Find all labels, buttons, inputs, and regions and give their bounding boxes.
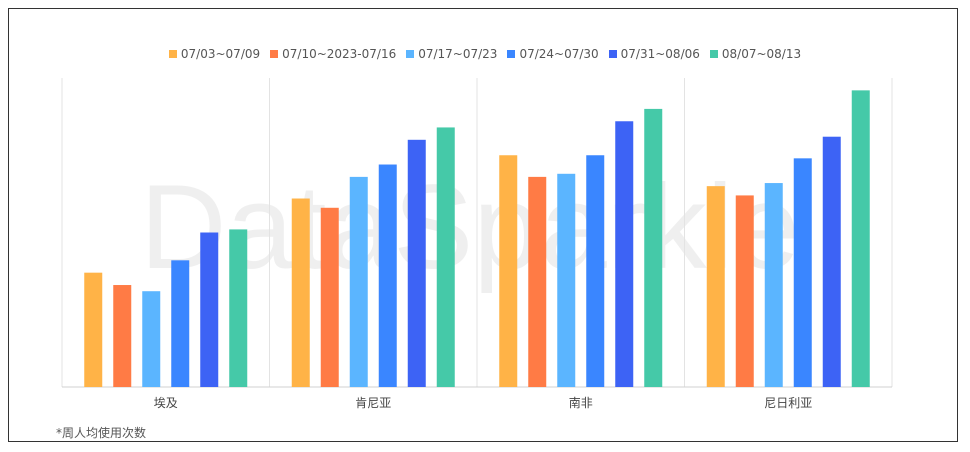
legend-item[interactable]: 07/31~08/06 (608, 47, 700, 61)
bar[interactable] (200, 232, 219, 388)
bar[interactable] (499, 155, 518, 387)
legend-label: 07/31~08/06 (620, 47, 700, 61)
bar[interactable] (851, 90, 870, 388)
legend-swatch (168, 50, 177, 58)
bar[interactable] (84, 272, 103, 387)
x-tick-label: 尼日利亚 (764, 396, 812, 410)
legend-label: 07/24~07/30 (519, 47, 599, 61)
legend-swatch (507, 50, 516, 58)
legend-swatch (709, 50, 718, 58)
bar[interactable] (378, 164, 397, 387)
bar[interactable] (764, 183, 783, 387)
legend-item[interactable]: 07/17~07/23 (406, 47, 497, 61)
legend-label: 07/10~2023-07/16 (282, 47, 397, 61)
bar[interactable] (142, 291, 161, 387)
x-tick-label: 南非 (569, 395, 593, 410)
legend-label: 08/07~08/13 (721, 47, 802, 61)
bar[interactable] (349, 176, 368, 387)
legend-item[interactable]: 08/07~08/13 (709, 47, 802, 61)
chart-legend: 07/03~07/09 07/10~2023-07/16 07/17~07/23… (0, 45, 970, 63)
bar[interactable] (557, 173, 576, 387)
legend-item[interactable]: 07/10~2023-07/16 (270, 47, 396, 61)
x-tick-label: 肯尼亚 (355, 396, 391, 410)
bar[interactable] (436, 127, 455, 387)
bar[interactable] (706, 186, 725, 387)
watermark: DataSparkle (140, 160, 800, 294)
legend-label: 07/03~07/09 (180, 47, 261, 61)
legend-item[interactable]: 07/03~07/09 (168, 47, 261, 61)
bar[interactable] (407, 139, 426, 387)
bar[interactable] (528, 176, 547, 387)
legend-swatch (406, 50, 415, 58)
footnote: *周人均使用次数 (56, 426, 147, 440)
bar[interactable] (320, 207, 339, 387)
bar[interactable] (793, 158, 812, 387)
legend-swatch (270, 50, 279, 58)
bar[interactable] (822, 136, 841, 387)
bar[interactable] (735, 195, 754, 387)
legend-label: 07/17~07/23 (418, 47, 498, 61)
bar[interactable] (586, 155, 605, 387)
x-tick-label: 埃及 (154, 396, 178, 410)
label-layer: 埃及 肯尼亚 南非 尼日利亚 (154, 395, 813, 410)
bar[interactable] (644, 108, 663, 388)
bar[interactable] (615, 121, 634, 387)
bar[interactable] (171, 260, 190, 387)
bar[interactable] (291, 198, 310, 387)
bar-layer (84, 90, 870, 388)
bar[interactable] (113, 285, 132, 387)
legend-swatch (608, 50, 617, 58)
bar[interactable] (229, 229, 248, 387)
legend-item[interactable]: 07/24~07/30 (507, 47, 599, 61)
